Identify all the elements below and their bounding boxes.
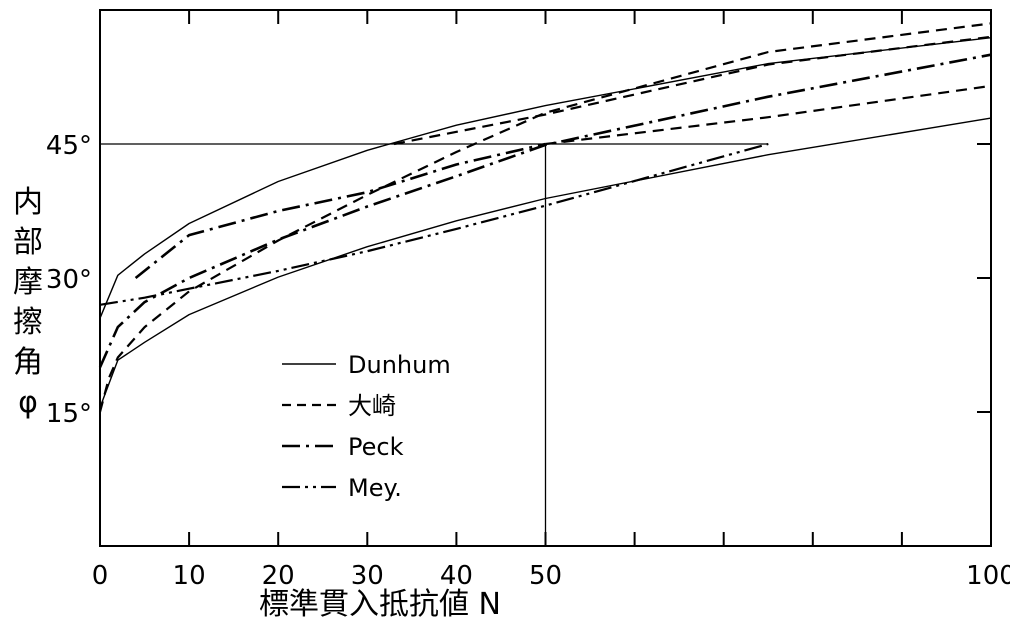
series-line-solid <box>99 37 992 319</box>
y-axis-label-char: 擦 <box>13 305 43 340</box>
x-tick-label: 10 <box>173 561 206 591</box>
y-axis-label-char: 内 <box>13 185 43 220</box>
y-axis-label-char: 摩 <box>13 265 43 300</box>
series-line-dashdot <box>98 53 992 368</box>
x-tick-label: 20 <box>262 561 295 591</box>
y-axis-label-char: φ <box>18 385 38 420</box>
legend-label: Dunhum <box>348 351 451 379</box>
minor-ticks <box>188 10 991 546</box>
series-line-dashdotdot <box>99 142 769 306</box>
x-tick-label: 100 <box>966 561 1010 591</box>
series-line-dashed <box>98 22 992 413</box>
y-tick-label: 45° <box>46 131 92 161</box>
x-tick-label: 50 <box>529 561 562 591</box>
y-axis-label-char: 部 <box>13 225 43 260</box>
legend-label: 大崎 <box>348 392 396 420</box>
x-tick-labels: 0 10 20 30 40 50 100 <box>92 561 1010 591</box>
legend: Dunhum 大崎 Peck Mey. <box>282 351 451 502</box>
x-tick-label: 30 <box>351 561 384 591</box>
legend-label: Peck <box>348 433 404 461</box>
x-axis-label: 標準貫入抵抗値 N <box>259 587 501 622</box>
series-line-dashed <box>393 35 992 146</box>
legend-label: Mey. <box>348 474 402 502</box>
x-tick-label: 40 <box>440 561 473 591</box>
y-tick-label: 15° <box>46 399 92 429</box>
series-line-dashed <box>545 84 992 146</box>
y-tick-labels: 15° 30° 45° <box>46 131 92 429</box>
series-line-dashdot <box>134 142 546 280</box>
y-axis-label-char: 角 <box>13 345 43 380</box>
y-tick-label: 30° <box>46 265 92 295</box>
x-tick-label: 0 <box>92 561 109 591</box>
series-layer <box>98 22 992 413</box>
reference-lines <box>100 143 769 546</box>
